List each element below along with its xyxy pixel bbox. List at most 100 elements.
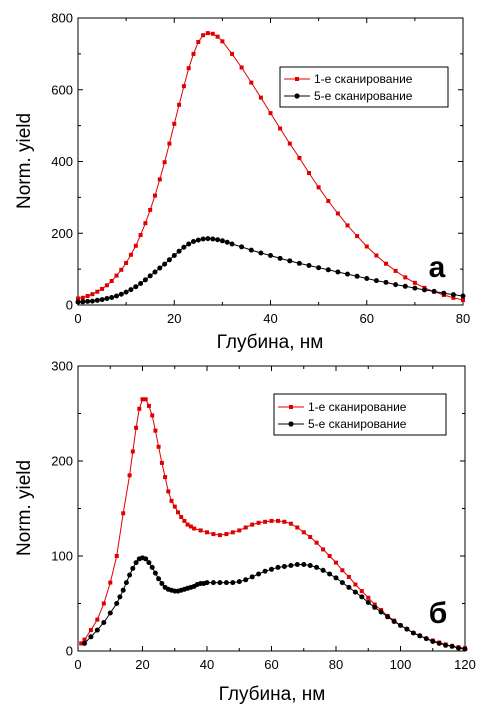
data-point [321, 547, 326, 552]
data-point [205, 31, 210, 36]
data-point [398, 622, 403, 628]
x-tick-label: 20 [167, 311, 181, 326]
data-point [146, 403, 151, 408]
data-point [422, 287, 427, 293]
data-point [248, 247, 254, 253]
data-point [269, 566, 274, 572]
data-point [109, 295, 115, 300]
data-point [364, 244, 369, 249]
x-tick-label: 0 [74, 311, 81, 326]
data-point [138, 233, 143, 237]
data-point [172, 504, 177, 509]
data-point [79, 641, 84, 646]
data-point [345, 223, 350, 228]
plot-area-a [75, 17, 466, 306]
data-point [121, 511, 126, 516]
legend-label-a-5: 5-е сканирование [314, 89, 413, 103]
y-axis-title-a: Norm. yield [14, 113, 35, 209]
data-point [316, 185, 321, 190]
data-point [182, 518, 187, 523]
data-point [191, 51, 196, 56]
data-point [282, 519, 287, 524]
data-point [224, 532, 229, 537]
data-point [142, 277, 148, 283]
data-point [339, 580, 345, 586]
data-point [163, 475, 168, 480]
data-point [195, 237, 201, 243]
data-point [275, 564, 281, 570]
legend-label-a-1: 1-е сканирование [314, 72, 413, 86]
data-point [181, 244, 187, 250]
data-point [117, 594, 123, 600]
data-point [149, 564, 155, 570]
data-point [153, 193, 157, 198]
legend-marker-b-5 [288, 421, 294, 427]
data-point [215, 34, 220, 39]
data-point [365, 600, 371, 605]
data-point [114, 293, 119, 299]
data-point [258, 250, 264, 256]
data-point [355, 234, 360, 239]
data-point [372, 604, 378, 610]
data-point [99, 297, 105, 303]
data-point [127, 473, 132, 478]
data-point [85, 294, 90, 298]
data-point [346, 584, 352, 590]
data-point [326, 199, 331, 203]
data-point [94, 297, 100, 303]
data-point [230, 530, 235, 535]
data-point [249, 574, 255, 580]
data-point [268, 253, 273, 258]
data-point [372, 602, 377, 607]
data-point [162, 160, 167, 165]
legend-box-b [273, 393, 447, 436]
data-point [133, 284, 139, 290]
data-point [374, 253, 379, 258]
data-point [156, 576, 162, 582]
data-point [224, 239, 230, 245]
data-point [166, 257, 172, 263]
data-point [340, 568, 345, 573]
x-tick-label: 80 [456, 311, 470, 326]
legend-label-b-1: 1-е сканирование [308, 400, 407, 414]
data-point [153, 428, 158, 433]
data-point [277, 255, 283, 261]
plot-frame-a [77, 17, 464, 306]
data-point [140, 397, 145, 402]
data-point [205, 530, 209, 535]
series-line [84, 557, 466, 650]
data-point [393, 282, 399, 288]
data-point [157, 265, 163, 271]
data-point [450, 292, 456, 298]
data-point [94, 627, 100, 633]
data-point [301, 562, 307, 567]
data-point [114, 273, 119, 278]
tick-labels-b: 0 20 40 60 80 100 120 0 100 200 300 [51, 359, 476, 673]
data-point [346, 574, 351, 579]
data-point [138, 281, 144, 286]
data-point [297, 155, 302, 160]
data-point [229, 241, 235, 247]
x-tick-label: 60 [360, 311, 374, 326]
data-point [114, 601, 120, 606]
data-point [385, 614, 391, 620]
data-point [134, 425, 139, 430]
data-point [181, 84, 186, 89]
data-point [308, 535, 313, 539]
data-point [100, 286, 105, 291]
x-tick-label: 20 [135, 657, 149, 672]
data-point [325, 267, 331, 273]
data-point [383, 279, 389, 285]
data-point [101, 620, 107, 625]
data-point [188, 524, 193, 529]
data-point [88, 628, 93, 633]
data-point [461, 298, 465, 302]
data-point [393, 268, 398, 273]
data-point [243, 525, 248, 530]
data-point [159, 581, 165, 586]
data-point [335, 269, 341, 275]
data-point [314, 540, 319, 545]
data-point [256, 520, 261, 525]
data-point [258, 95, 263, 100]
x-tick-label: 120 [454, 657, 476, 672]
